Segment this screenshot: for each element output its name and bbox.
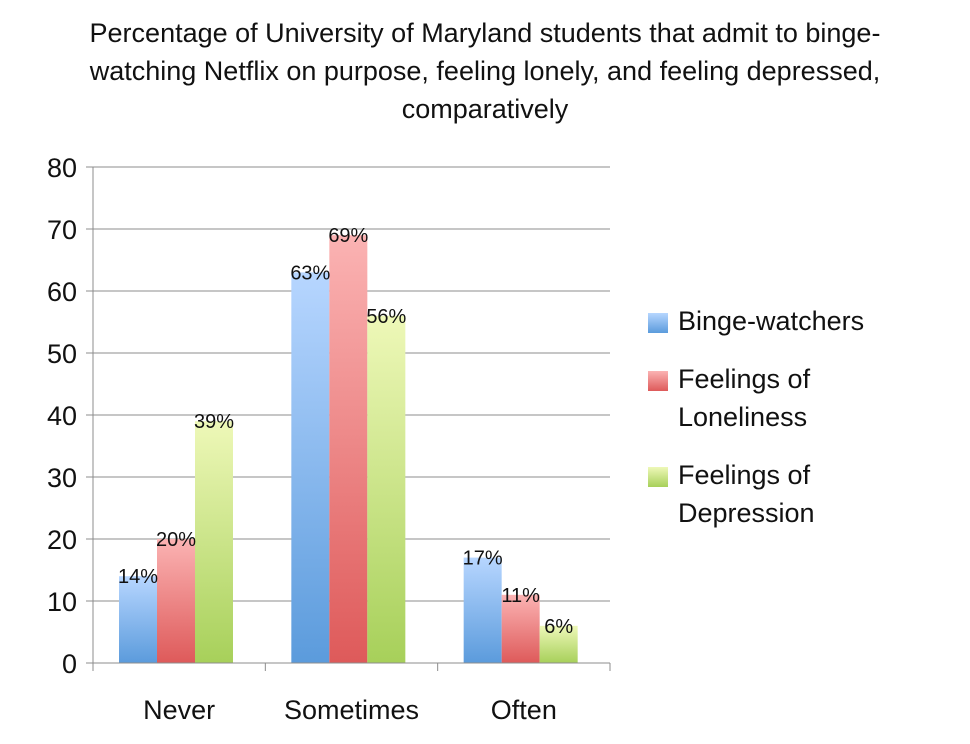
y-tick-label-70: 70 bbox=[47, 215, 77, 245]
data-label-feelings-of-depression-often: 6% bbox=[544, 616, 573, 638]
legend-label-binge-watchers-line-1: Binge-watchers bbox=[678, 306, 865, 336]
y-tick-label-60: 60 bbox=[47, 277, 77, 307]
y-tick-label-10: 10 bbox=[47, 587, 77, 617]
y-tick-label-0: 0 bbox=[62, 649, 77, 679]
chart-title-line-1: Percentage of University of Maryland stu… bbox=[89, 18, 881, 48]
chart-title-line-2: watching Netflix on purpose, feeling lon… bbox=[89, 56, 881, 86]
x-tick-label-never: Never bbox=[143, 695, 215, 725]
bar-feelings-of-depression-sometimes bbox=[367, 315, 406, 663]
y-tick-label-80: 80 bbox=[47, 153, 77, 183]
bar-feelings-of-loneliness-sometimes bbox=[329, 235, 368, 663]
legend-label-loneliness-line-2: Loneliness bbox=[678, 402, 808, 432]
bars bbox=[119, 235, 578, 663]
legend-label-loneliness-line-1: Feelings of bbox=[678, 364, 811, 394]
legend-item-depression: Feelings of Depression bbox=[648, 456, 958, 532]
legend-item-binge-watchers: Binge-watchers bbox=[648, 302, 958, 340]
bar-feelings-of-depression-often bbox=[539, 625, 578, 663]
bar-feelings-of-loneliness-often bbox=[501, 594, 540, 663]
x-tick-label-sometimes: Sometimes bbox=[284, 695, 419, 725]
legend: Binge-watchers Feelings of Loneliness Fe… bbox=[648, 302, 958, 552]
bar-feelings-of-depression-never bbox=[195, 421, 233, 663]
y-tick-label-30: 30 bbox=[47, 463, 77, 493]
chart-title: Percentage of University of Maryland stu… bbox=[0, 14, 970, 128]
legend-swatch-binge-watchers bbox=[648, 313, 668, 333]
y-tick-label-20: 20 bbox=[47, 525, 77, 555]
chart-title-line-3: comparatively bbox=[401, 94, 569, 124]
legend-swatch-depression bbox=[648, 467, 668, 487]
y-tick-label-40: 40 bbox=[47, 401, 77, 431]
data-label-feelings-of-depression-sometimes: 56% bbox=[366, 306, 406, 328]
bar-binge-watchers-often bbox=[463, 557, 502, 663]
bar-binge-watchers-sometimes bbox=[291, 272, 330, 663]
data-label-feelings-of-loneliness-often: 11% bbox=[501, 585, 540, 607]
legend-label-depression-line-2: Depression bbox=[678, 498, 815, 528]
y-tick-label-50: 50 bbox=[47, 339, 77, 369]
bar-binge-watchers-never bbox=[119, 576, 157, 663]
axes: 0 10 20 30 40 50 60 70 80 Never Sometimes Often bbox=[47, 153, 611, 725]
legend-label-depression-line-1: Feelings of bbox=[678, 460, 811, 490]
data-label-feelings-of-loneliness-never: 20% bbox=[156, 529, 196, 551]
x-tick-label-often: Often bbox=[491, 695, 557, 725]
bar-feelings-of-loneliness-never bbox=[157, 539, 195, 663]
data-label-binge-watchers-never: 14% bbox=[118, 566, 158, 588]
data-label-binge-watchers-often: 17% bbox=[463, 548, 503, 570]
data-label-feelings-of-depression-never: 39% bbox=[194, 411, 234, 433]
data-labels: 14% 20% 39% 63% 69% 56% 17% 11%6% bbox=[118, 225, 573, 638]
data-label-binge-watchers-sometimes: 63% bbox=[290, 262, 330, 284]
data-label-feelings-of-loneliness-sometimes: 69% bbox=[328, 225, 368, 247]
legend-item-loneliness: Feelings of Loneliness bbox=[648, 360, 958, 436]
legend-swatch-loneliness bbox=[648, 371, 668, 391]
